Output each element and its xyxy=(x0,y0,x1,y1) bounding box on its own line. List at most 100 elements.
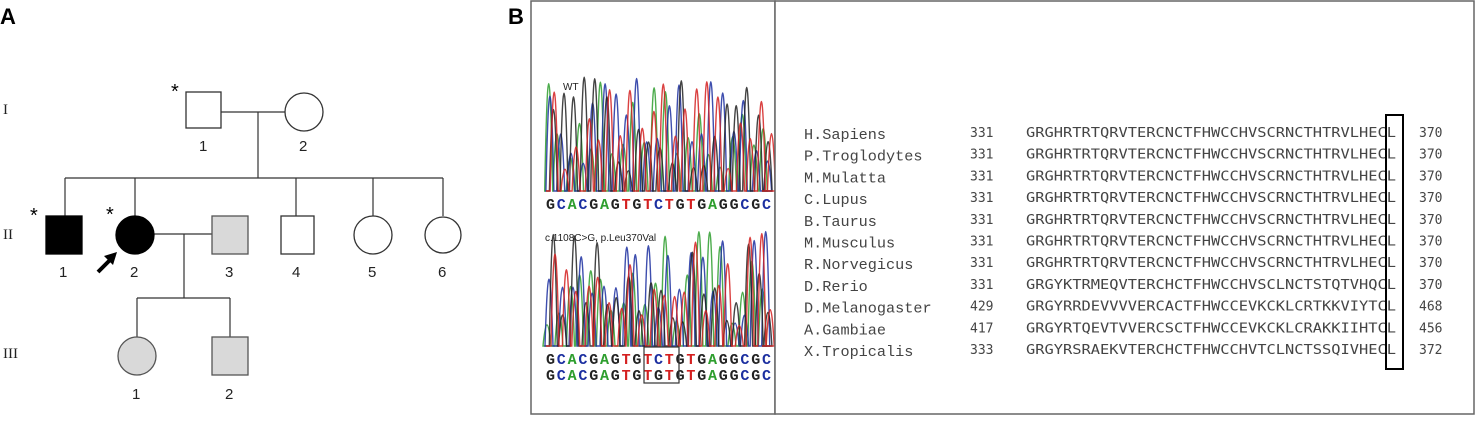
generation-label-2: II xyxy=(3,227,13,243)
sequence-base: G xyxy=(589,368,598,385)
end-position: 372 xyxy=(1419,343,1442,358)
pedigree-lines xyxy=(64,111,444,337)
sequence-base: G xyxy=(719,197,728,214)
individual-I-1-male xyxy=(185,91,222,129)
sequence-base: G xyxy=(719,352,728,369)
mutation-box xyxy=(643,346,680,384)
individual-id: 3 xyxy=(225,264,233,281)
sequence-base: T xyxy=(665,368,674,385)
individual-II-4-male xyxy=(280,215,315,255)
conserved-residue-box xyxy=(1385,114,1404,370)
species-name: B.Taurus xyxy=(804,213,877,231)
individual-II-5-female xyxy=(353,215,393,255)
start-position: 417 xyxy=(970,321,993,336)
pedigree-panel: I II III * 1 2 * 1 * 2 xyxy=(3,81,462,403)
end-position: 370 xyxy=(1419,148,1442,163)
individual-id: 2 xyxy=(225,386,233,403)
star-marker: * xyxy=(30,205,38,227)
protein-sequence: GRGYKTRMEQVTERCHCTFHWCCHVSCLNCTSTQTVHQCL xyxy=(1026,278,1396,293)
sequence-base: G xyxy=(611,197,620,214)
sequence-base: A xyxy=(600,197,609,214)
sequence-base: C xyxy=(578,197,587,214)
protein-sequence: GRGHRTRTQRVTERCNCTFHWCCHVSCRNCTHTRVLHECL xyxy=(1026,213,1396,228)
protein-sequence: GRGHRTRTQRVTERCNCTFHWCCHVSCRNCTHTRVLHECL xyxy=(1026,169,1396,184)
panel-label-b: B xyxy=(508,4,524,29)
alignment-panel: H.Sapiens 331 GRGHRTRTQRVTERCNCTFHWCCHVSCR… xyxy=(774,0,1475,415)
alignment-frame xyxy=(774,0,1475,415)
sequence-base: T xyxy=(622,197,631,214)
generation-label-3: III xyxy=(3,346,18,362)
sequence-base: T xyxy=(665,352,674,369)
sequence-base: C xyxy=(578,352,587,369)
sequence-base: C xyxy=(557,352,566,369)
start-position: 331 xyxy=(970,191,993,206)
sequence-base: C xyxy=(762,197,771,214)
start-position: 333 xyxy=(970,343,993,358)
sequence-base: G xyxy=(632,352,641,369)
sequence-base: C xyxy=(578,368,587,385)
start-position: 331 xyxy=(970,169,993,184)
individual-id: 1 xyxy=(59,264,67,281)
sequence-base: G xyxy=(611,352,620,369)
sequence-base: T xyxy=(686,352,695,369)
sequence-base: T xyxy=(665,197,674,214)
sequence-base: C xyxy=(740,368,749,385)
species-name: P.Troglodytes xyxy=(804,148,922,166)
sequence-base: A xyxy=(600,368,609,385)
protein-sequence: GRGHRTRTQRVTERCNCTFHWCCHVSCRNCTHTRVLHECL xyxy=(1026,235,1396,250)
sequence-base: G xyxy=(697,197,706,214)
sequence-base: A xyxy=(708,197,717,214)
sequence-base: G xyxy=(611,368,620,385)
species-name: R.Norvegicus xyxy=(804,256,913,274)
individual-id: 2 xyxy=(299,138,307,155)
protein-sequence: GRGHRTRTQRVTERCNCTFHWCCHVSCRNCTHTRVLHECL xyxy=(1026,191,1396,206)
sequence-base: T xyxy=(686,368,695,385)
individual-II-6-female xyxy=(424,216,462,254)
individual-III-1-female-carrier xyxy=(117,336,157,376)
sequence-base: G xyxy=(730,197,739,214)
sequence-base: A xyxy=(708,368,717,385)
sequence-base: G xyxy=(751,197,760,214)
end-position: 370 xyxy=(1419,256,1442,271)
wt-label: WT xyxy=(563,82,579,93)
trace-line xyxy=(543,81,768,192)
species-name: X.Tropicalis xyxy=(804,343,913,361)
sequence-base: G xyxy=(546,352,555,369)
sequence-base: G xyxy=(546,197,555,214)
sequence-base: A xyxy=(600,352,609,369)
individual-id: 1 xyxy=(199,138,207,155)
sequence-base: G xyxy=(676,197,685,214)
end-position: 370 xyxy=(1419,191,1442,206)
start-position: 429 xyxy=(970,300,993,315)
start-position: 331 xyxy=(970,235,993,250)
sequence-base: T xyxy=(622,352,631,369)
species-name: M.Mulatta xyxy=(804,169,886,187)
species-name: C.Lupus xyxy=(804,191,868,209)
sequence-base: C xyxy=(762,368,771,385)
mutation-label: c.1108C>G, p.Leu370Val xyxy=(545,233,656,244)
individual-id: 1 xyxy=(132,386,140,403)
sequence-base: C xyxy=(557,368,566,385)
end-position: 370 xyxy=(1419,169,1442,184)
sequence-base: T xyxy=(643,352,652,369)
sequence-base: G xyxy=(654,368,663,385)
start-position: 331 xyxy=(970,278,993,293)
end-position: 456 xyxy=(1419,321,1442,336)
end-position: 370 xyxy=(1419,278,1442,293)
sequence-base: A xyxy=(568,352,577,369)
sequence-base: A xyxy=(708,352,717,369)
sequence-base: C xyxy=(762,352,771,369)
trace-line xyxy=(546,232,775,347)
species-name: H.Sapiens xyxy=(804,126,886,144)
protein-sequence: GRGYRSRAEKVTERCHCTFHWCCHVTCLNCTSSQIVHECL xyxy=(1026,343,1396,358)
sequence-base: G xyxy=(589,197,598,214)
sequence-base: G xyxy=(730,352,739,369)
sequence-base: G xyxy=(730,368,739,385)
sequence-base: G xyxy=(676,368,685,385)
end-position: 370 xyxy=(1419,126,1442,141)
sequence-base: C xyxy=(740,197,749,214)
